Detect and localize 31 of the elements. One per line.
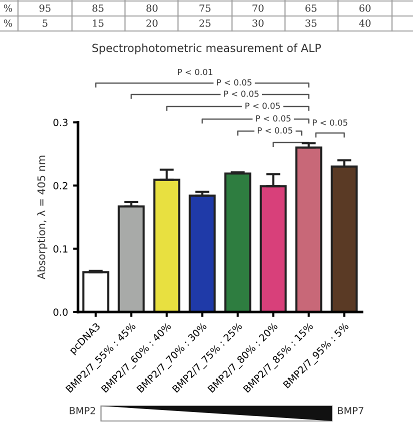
y-tick-label: 0.2 — [53, 182, 68, 190]
text: P < 0.05 — [224, 90, 259, 97]
text: 20 — [146, 19, 158, 27]
text: 40 — [359, 19, 371, 27]
text: P < 0.05 — [217, 79, 252, 86]
text: 75 — [200, 4, 210, 12]
text: 15 — [93, 19, 104, 27]
text: P < 0.05 — [245, 102, 280, 109]
text: 65 — [305, 4, 316, 12]
y-tick-label: 0.1 — [53, 245, 68, 253]
text: 30 — [252, 19, 264, 27]
y-axis-title: Absorption, λ = 405 nm — [37, 156, 48, 280]
y-tick-label: 0.0 — [53, 308, 68, 316]
text: 80 — [146, 4, 158, 12]
annotation: P < 0.05 — [258, 127, 292, 134]
text: 60 — [359, 4, 371, 12]
text: BMP7 — [338, 407, 364, 414]
y-tick-label: 0.3 — [53, 118, 68, 126]
text: P < 0.01 — [178, 68, 212, 76]
text: 70 — [252, 4, 264, 12]
chart-title: Spectrophotometric measurement of ALP — [92, 44, 321, 54]
text: 35 — [306, 19, 316, 27]
text: 85 — [92, 4, 104, 12]
text: 95 — [39, 4, 50, 12]
text: 5 — [42, 20, 48, 27]
text: % — [4, 4, 12, 12]
annotation: P < 0.05 — [312, 119, 348, 126]
text: % — [4, 19, 12, 27]
text: P < 0.05 — [256, 115, 290, 122]
text: BMP2 — [70, 406, 96, 414]
text: 25 — [199, 19, 210, 27]
